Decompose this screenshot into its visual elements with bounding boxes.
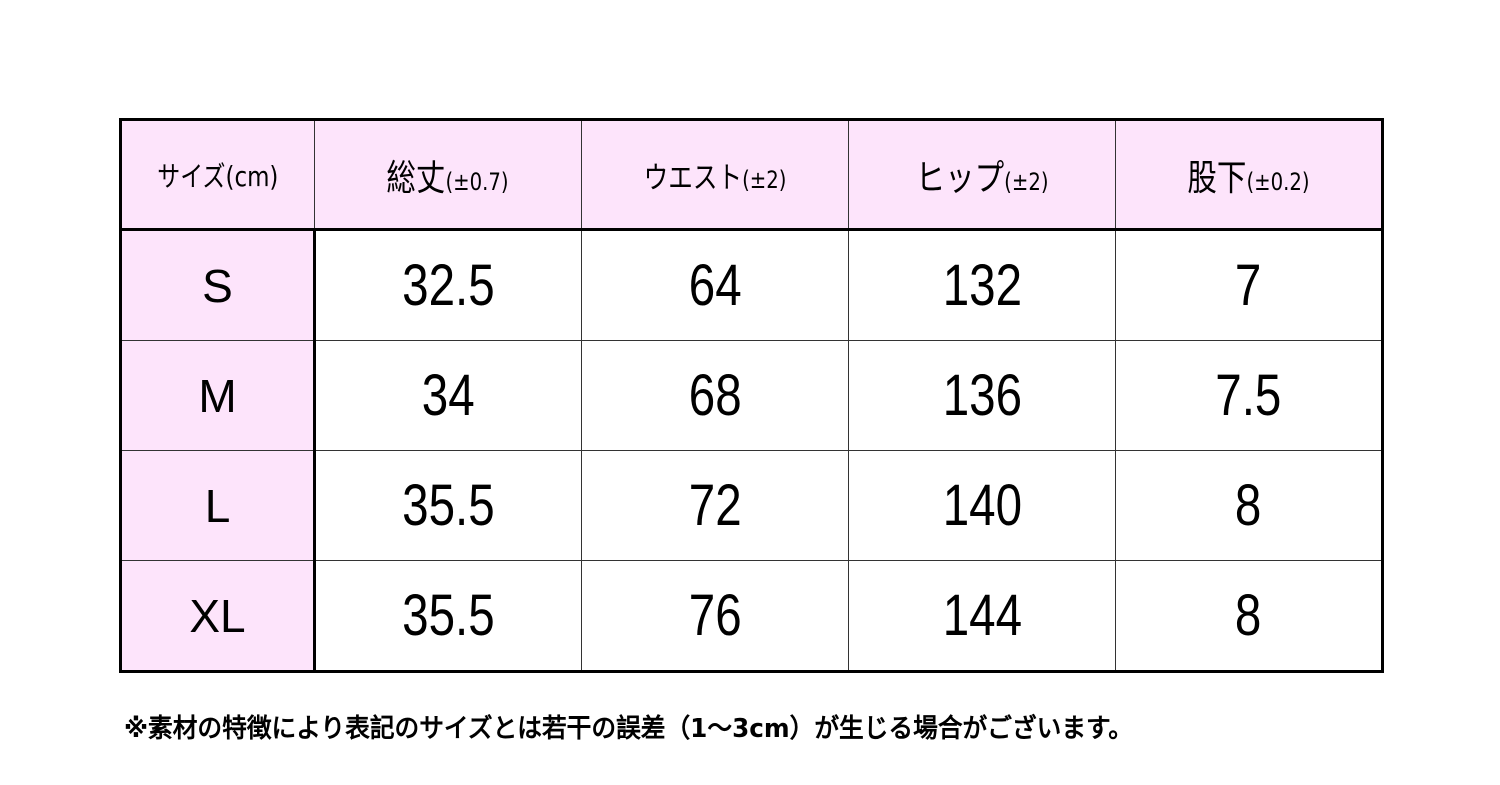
- cell-value: 68: [688, 363, 742, 428]
- cell-value: 76: [688, 583, 742, 648]
- table-row: L 35.5 72 140 8: [120, 450, 1383, 561]
- table-row: S 32.5 64 132 7: [120, 229, 1383, 341]
- table-row: XL 35.5 76 144 8: [120, 560, 1383, 672]
- cell-waist: 72: [581, 450, 849, 561]
- header-tolerance: (±2): [1004, 167, 1049, 196]
- cell-hip: 132: [848, 229, 1116, 341]
- header-label: ウエスト: [643, 160, 743, 196]
- size-chart-table: サイズ(cm) 総丈(±0.7) ウエスト(±2) ヒップ(±2) 股下(±0.…: [119, 118, 1384, 673]
- cell-value: 35.5: [402, 583, 495, 648]
- cell-length: 32.5: [314, 229, 582, 341]
- cell-value: 72: [688, 473, 742, 538]
- header-label: 総丈: [386, 157, 446, 199]
- cell-value: 132: [942, 253, 1022, 318]
- header-length: 総丈(±0.7): [314, 119, 582, 231]
- cell-value: 32.5: [402, 253, 495, 318]
- header-label: サイズ(cm): [157, 159, 279, 193]
- header-tolerance: (±2): [742, 165, 787, 194]
- cell-value: L: [204, 479, 231, 532]
- cell-value: XL: [189, 589, 246, 642]
- cell-value: 7: [1235, 253, 1262, 318]
- header-hip: ヒップ(±2): [848, 119, 1116, 231]
- cell-value: 35.5: [402, 473, 495, 538]
- header-inseam: 股下(±0.2): [1115, 119, 1383, 231]
- header-label: ヒップ: [915, 157, 1005, 199]
- cell-inseam: 8: [1115, 450, 1383, 561]
- cell-size: S: [120, 229, 316, 341]
- cell-waist: 68: [581, 340, 849, 451]
- table-row: M 34 68 136 7.5: [120, 340, 1383, 451]
- cell-length: 34: [314, 340, 582, 451]
- cell-value: 8: [1235, 583, 1262, 648]
- header-row: サイズ(cm) 総丈(±0.7) ウエスト(±2) ヒップ(±2) 股下(±0.…: [120, 119, 1383, 231]
- cell-size: XL: [120, 560, 316, 672]
- header-waist: ウエスト(±2): [581, 119, 849, 231]
- header-label: 股下: [1187, 157, 1247, 199]
- footnote: ※素材の特徴により表記のサイズとは若干の誤差（1～3cm）が生じる場合がございま…: [124, 714, 1133, 744]
- cell-value: 136: [942, 363, 1022, 428]
- cell-size: L: [120, 450, 316, 561]
- cell-inseam: 7: [1115, 229, 1383, 341]
- cell-length: 35.5: [314, 560, 582, 672]
- cell-value: M: [198, 369, 237, 422]
- cell-length: 35.5: [314, 450, 582, 561]
- cell-value: 7.5: [1215, 363, 1282, 428]
- cell-waist: 64: [581, 229, 849, 341]
- cell-waist: 76: [581, 560, 849, 672]
- cell-hip: 144: [848, 560, 1116, 672]
- cell-hip: 140: [848, 450, 1116, 561]
- cell-value: 140: [942, 473, 1022, 538]
- cell-size: M: [120, 340, 316, 451]
- header-tolerance: (±0.2): [1246, 167, 1310, 196]
- cell-value: 144: [942, 583, 1022, 648]
- cell-inseam: 8: [1115, 560, 1383, 672]
- cell-value: 64: [688, 253, 742, 318]
- cell-value: S: [202, 259, 233, 312]
- header-tolerance: (±0.7): [445, 167, 510, 196]
- cell-value: 34: [422, 363, 475, 428]
- cell-value: 8: [1235, 473, 1262, 538]
- cell-hip: 136: [848, 340, 1116, 451]
- header-size: サイズ(cm): [120, 119, 315, 231]
- cell-inseam: 7.5: [1115, 340, 1383, 451]
